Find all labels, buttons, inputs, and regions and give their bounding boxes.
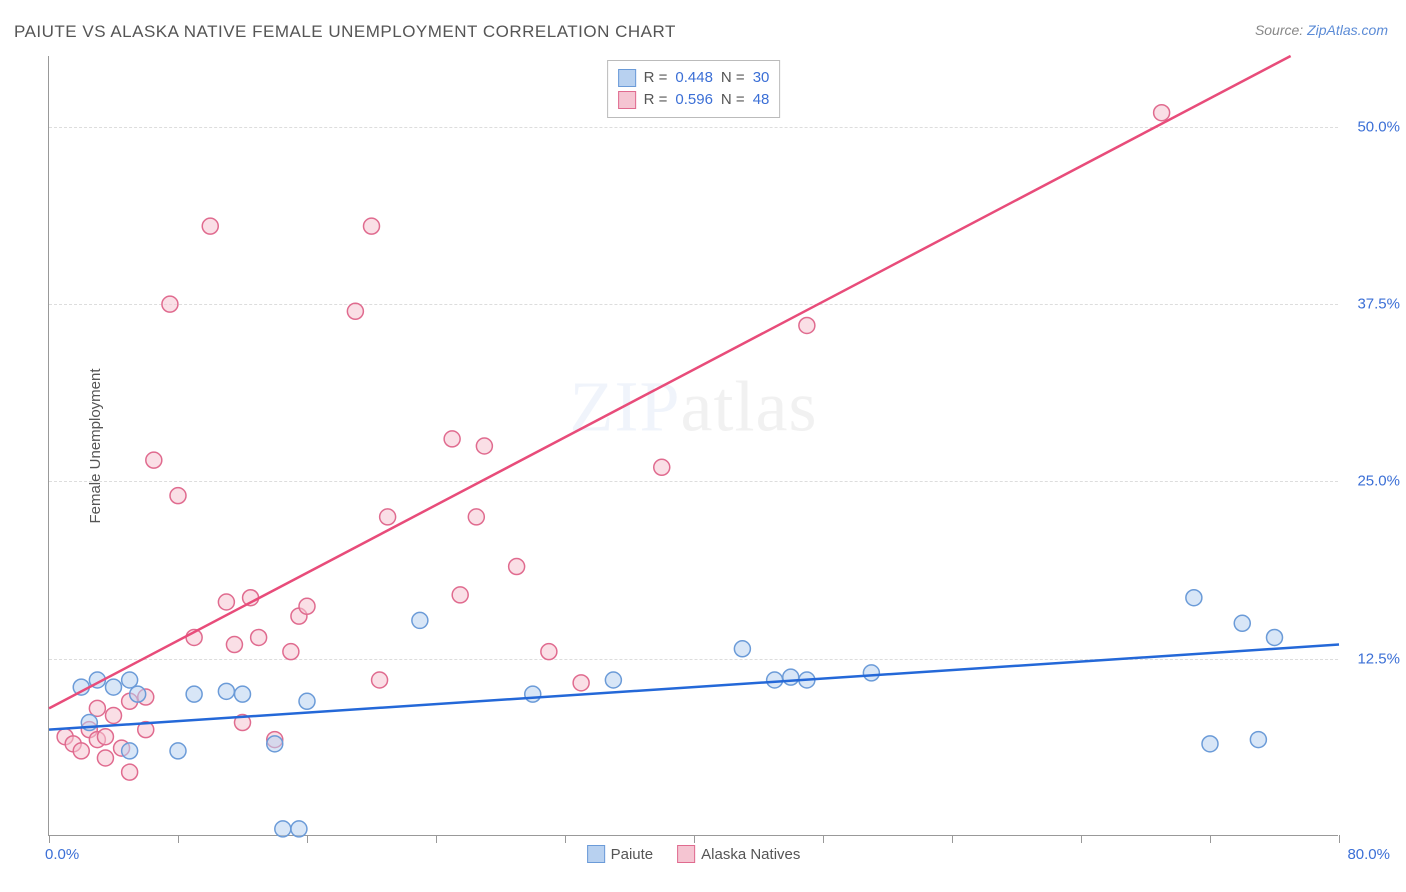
scatter-point-alaska [283,644,299,660]
scatter-point-paiute [1267,629,1283,645]
scatter-point-alaska [170,488,186,504]
trend-line-alaska [49,56,1291,708]
scatter-point-alaska [106,707,122,723]
swatch-alaska [677,845,695,863]
n-label: N = [721,89,745,111]
scatter-point-alaska [146,452,162,468]
scatter-point-alaska [799,317,815,333]
swatch-paiute [587,845,605,863]
scatter-point-alaska [444,431,460,447]
scatter-point-paiute [218,683,234,699]
scatter-point-alaska [73,743,89,759]
r-label: R = [644,67,668,89]
n-value: 48 [753,89,770,111]
y-tick-label: 25.0% [1357,473,1400,490]
x-tick [565,835,566,843]
scatter-point-alaska [202,218,218,234]
scatter-point-paiute [412,612,428,628]
x-tick [1081,835,1082,843]
scatter-point-paiute [170,743,186,759]
scatter-point-alaska [364,218,380,234]
scatter-point-alaska [97,750,113,766]
scatter-point-alaska [218,594,234,610]
y-tick-label: 12.5% [1357,650,1400,667]
x-min-label: 0.0% [45,846,79,863]
scatter-point-alaska [122,764,138,780]
legend-item-alaska: Alaska Natives [677,845,800,863]
r-value: 0.448 [675,67,713,89]
scatter-point-paiute [767,672,783,688]
x-tick [952,835,953,843]
scatter-point-paiute [186,686,202,702]
scatter-point-alaska [89,700,105,716]
scatter-point-paiute [1202,736,1218,752]
plot-area: ZIPatlas 12.5%25.0%37.5%50.0% R = 0.448 … [48,56,1338,836]
scatter-point-alaska [654,459,670,475]
scatter-point-paiute [291,821,307,837]
scatter-point-paiute [525,686,541,702]
scatter-point-paiute [1234,615,1250,631]
x-max-label: 80.0% [1347,846,1390,863]
scatter-point-paiute [267,736,283,752]
scatter-point-alaska [468,509,484,525]
x-tick [307,835,308,843]
legend-label: Paiute [611,846,654,863]
stat-row-paiute: R = 0.448 N = 30 [618,67,770,89]
scatter-point-paiute [130,686,146,702]
scatter-point-paiute [1186,590,1202,606]
chart-svg [49,56,1338,835]
scatter-point-alaska [541,644,557,660]
scatter-point-alaska [251,629,267,645]
scatter-point-paiute [235,686,251,702]
legend-label: Alaska Natives [701,846,800,863]
scatter-point-alaska [299,598,315,614]
chart-title: PAIUTE VS ALASKA NATIVE FEMALE UNEMPLOYM… [14,22,676,42]
x-tick [1210,835,1211,843]
stat-row-alaska: R = 0.596 N = 48 [618,89,770,111]
series-legend: Paiute Alaska Natives [587,845,801,863]
scatter-point-alaska [509,559,525,575]
scatter-point-alaska [476,438,492,454]
source-label: Source: [1255,22,1307,38]
scatter-point-paiute [783,669,799,685]
scatter-point-alaska [573,675,589,691]
y-tick-label: 50.0% [1357,118,1400,135]
y-tick-label: 37.5% [1357,296,1400,313]
x-tick [1339,835,1340,843]
scatter-point-paiute [863,665,879,681]
scatter-point-alaska [162,296,178,312]
scatter-point-paiute [122,672,138,688]
scatter-point-paiute [605,672,621,688]
scatter-point-paiute [299,693,315,709]
scatter-point-paiute [122,743,138,759]
scatter-point-alaska [452,587,468,603]
source-attribution: Source: ZipAtlas.com [1255,22,1388,38]
scatter-point-alaska [226,637,242,653]
r-value: 0.596 [675,89,713,111]
source-link[interactable]: ZipAtlas.com [1307,22,1388,38]
swatch-alaska [618,91,636,109]
scatter-point-alaska [1154,105,1170,121]
x-tick [178,835,179,843]
scatter-point-paiute [106,679,122,695]
scatter-point-alaska [380,509,396,525]
r-label: R = [644,89,668,111]
n-value: 30 [753,67,770,89]
scatter-point-alaska [97,729,113,745]
x-tick [49,835,50,843]
correlation-stats-box: R = 0.448 N = 30 R = 0.596 N = 48 [607,60,781,118]
legend-item-paiute: Paiute [587,845,654,863]
scatter-point-alaska [372,672,388,688]
x-tick [694,835,695,843]
n-label: N = [721,67,745,89]
scatter-point-paiute [1250,732,1266,748]
x-tick [823,835,824,843]
x-tick [436,835,437,843]
scatter-point-alaska [347,303,363,319]
scatter-point-paiute [734,641,750,657]
swatch-paiute [618,69,636,87]
scatter-point-paiute [275,821,291,837]
